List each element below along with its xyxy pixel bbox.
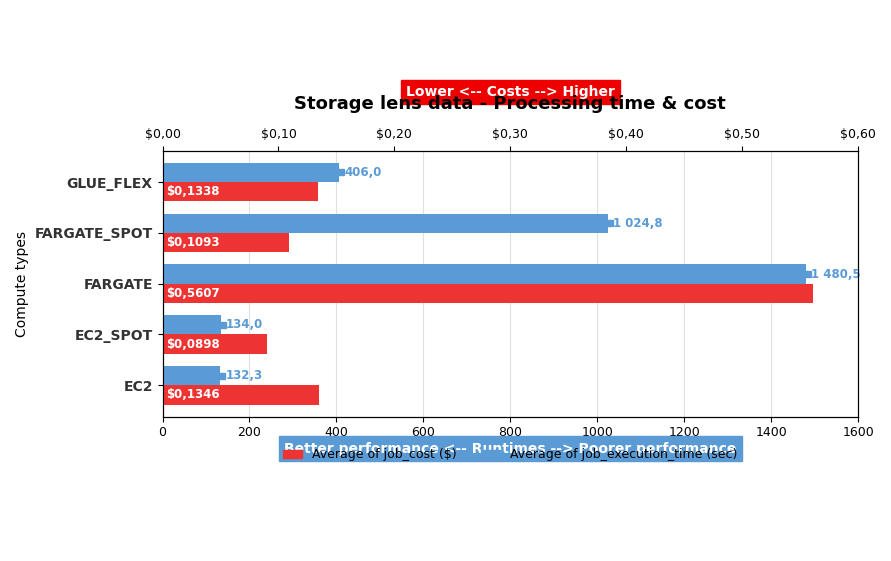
Text: 132,3: 132,3	[225, 369, 262, 382]
Text: $0,1346: $0,1346	[166, 388, 219, 402]
Text: $0,5607: $0,5607	[166, 287, 219, 300]
Text: $0,1093: $0,1093	[166, 236, 219, 249]
Text: Lower <-- Costs --> Higher: Lower <-- Costs --> Higher	[406, 85, 615, 99]
Bar	[162, 385, 319, 404]
Text: 1 480,5: 1 480,5	[812, 268, 861, 280]
Text: $0,0898: $0,0898	[166, 338, 220, 351]
Title: Storage lens data - Processing time & cost: Storage lens data - Processing time & co…	[294, 95, 726, 113]
Legend: Average of job_cost ($), Average of job_execution_time (sec): Average of job_cost ($), Average of job_…	[278, 443, 742, 466]
Text: $0,1338: $0,1338	[166, 185, 219, 198]
Bar	[162, 284, 813, 303]
Bar	[162, 182, 317, 201]
Bar	[162, 214, 608, 233]
Bar	[162, 315, 221, 334]
Bar	[162, 264, 806, 284]
Bar	[162, 334, 266, 354]
Text: 406,0: 406,0	[344, 166, 381, 179]
Bar	[162, 163, 339, 182]
Bar	[162, 233, 290, 252]
Text: 1 024,8: 1 024,8	[613, 217, 663, 229]
Text: Better performance <-- Runtimes --> Poorer performance: Better performance <-- Runtimes --> Poor…	[284, 442, 737, 456]
Y-axis label: Compute types: Compute types	[15, 231, 29, 337]
Bar	[162, 366, 220, 385]
Text: 134,0: 134,0	[226, 318, 263, 332]
